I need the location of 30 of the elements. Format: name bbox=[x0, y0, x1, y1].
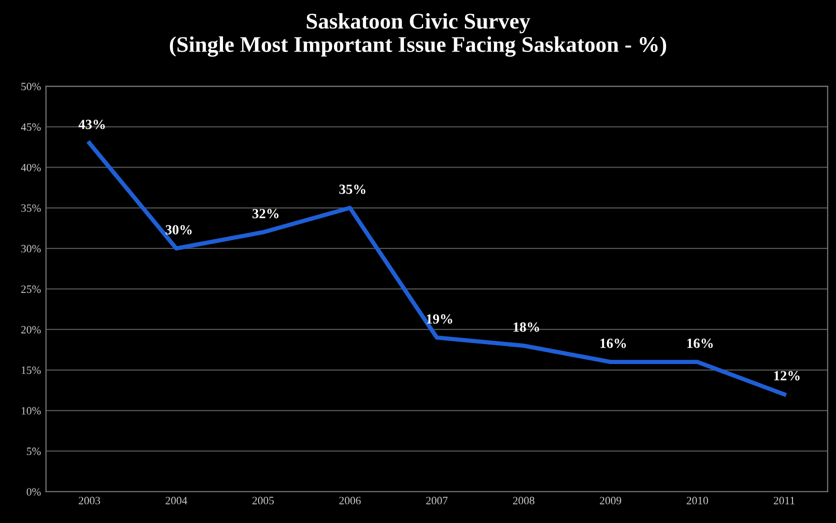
x-tick-label: 2004 bbox=[166, 496, 188, 504]
x-tick-label: 2009 bbox=[600, 496, 622, 504]
data-label: 35% bbox=[339, 184, 366, 194]
x-tick-label: 2003 bbox=[78, 496, 100, 504]
y-tick-label: 45% bbox=[20, 123, 41, 131]
y-tick-label: 15% bbox=[22, 366, 41, 374]
x-tick-label: 2005 bbox=[252, 496, 274, 504]
x-tick-label: 2010 bbox=[686, 496, 708, 504]
y-tick-label: 10% bbox=[22, 407, 41, 415]
y-tick-label: 20% bbox=[21, 326, 41, 334]
data-label: 12% bbox=[774, 371, 800, 380]
x-tick-label: 2011 bbox=[774, 496, 794, 504]
y-tick-label: 25% bbox=[21, 285, 41, 293]
x-tick-label: 2008 bbox=[513, 496, 534, 504]
y-tick-label: 40% bbox=[20, 164, 41, 172]
y-tick-label: 35% bbox=[21, 204, 41, 212]
data-label: 16% bbox=[600, 338, 626, 348]
data-label: 19% bbox=[426, 314, 452, 324]
y-tick-label: 50% bbox=[21, 82, 41, 90]
y-tick-label: 5% bbox=[26, 448, 41, 456]
x-tick-label: 2006 bbox=[339, 496, 361, 504]
data-label: 43% bbox=[78, 120, 105, 130]
chart-title: Saskatoon Civic Survey (Single Most Important Issue Facing Saskatoon - %) bbox=[170, 13, 666, 57]
data-label: 32% bbox=[252, 208, 278, 218]
y-tick-label: 30% bbox=[21, 244, 41, 252]
data-label: 18% bbox=[514, 322, 540, 332]
y-tick-label: 0% bbox=[26, 488, 41, 496]
data-label: 30% bbox=[166, 225, 192, 235]
data-label: 16% bbox=[687, 338, 713, 348]
x-tick-label: 2007 bbox=[426, 496, 448, 504]
